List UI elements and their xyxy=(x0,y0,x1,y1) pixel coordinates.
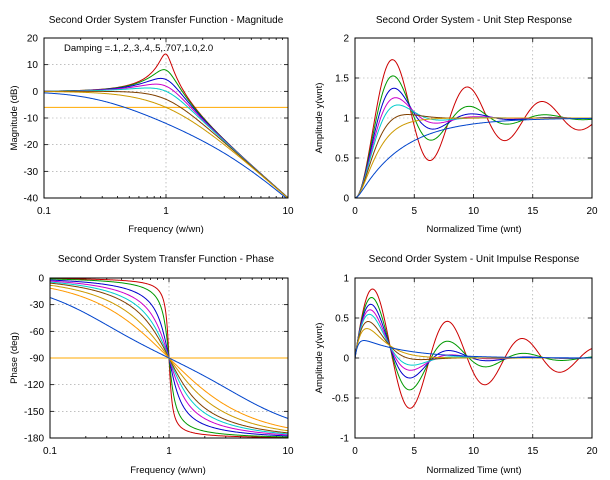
phase-y-tick-label: -150 xyxy=(24,407,44,418)
phase-title: Second Order System Transfer Function - … xyxy=(58,254,275,265)
magnitude-y-tick-label: 10 xyxy=(27,60,39,71)
step-x-tick-label: 15 xyxy=(527,206,539,217)
step-y-tick-label: 1 xyxy=(343,114,349,125)
impulse-y-tick-label: 0.5 xyxy=(335,314,349,325)
step-plot-frame xyxy=(354,37,593,199)
step-y-tick-label: 1.5 xyxy=(335,74,349,85)
phase-panel: Second Order System Transfer Function - … xyxy=(9,254,294,476)
phase-x-tick-label: 0.1 xyxy=(43,446,57,457)
step-curve-damping-0p1 xyxy=(354,59,593,199)
step-curve-damping-0p2 xyxy=(354,75,593,199)
phase-x-tick-label: 1 xyxy=(166,446,172,457)
magnitude-x-tick-label: 10 xyxy=(282,206,294,217)
impulse-curve-damping-0p1 xyxy=(354,288,593,409)
impulse-y-tick-label: -1 xyxy=(340,434,349,445)
impulse-x-tick-label: 10 xyxy=(468,446,480,457)
magnitude-x-tick-label: 1 xyxy=(163,206,169,217)
impulse-panel: Second Order System - Unit Impulse Respo… xyxy=(314,254,598,476)
phase-y-tick-label: -180 xyxy=(24,434,44,445)
step-y-tick-label: 2 xyxy=(343,34,349,45)
impulse-curve-damping-2 xyxy=(354,340,592,359)
magnitude-y-tick-label: -30 xyxy=(24,167,39,178)
impulse-y-tick-label: 0 xyxy=(343,354,349,365)
step-y-tick-label: 0.5 xyxy=(335,154,349,165)
impulse-x-tick-label: 20 xyxy=(586,446,598,457)
phase-ylabel: Phase (deg) xyxy=(9,332,20,384)
magnitude-curve-damping-0p4 xyxy=(43,83,289,199)
impulse-xlabel: Normalized Time (wnt) xyxy=(426,465,521,476)
step-xlabel: Normalized Time (wnt) xyxy=(426,224,521,235)
magnitude-y-tick-label: -10 xyxy=(24,114,39,125)
impulse-curve-damping-0p2 xyxy=(354,297,593,391)
magnitude-y-tick-label: 20 xyxy=(27,34,39,45)
impulse-x-tick-label: 5 xyxy=(411,446,417,457)
magnitude-plot-frame xyxy=(43,37,289,199)
magnitude-y-tick-label: 0 xyxy=(32,87,38,98)
phase-y-tick-label: -90 xyxy=(30,354,45,365)
impulse-plot-frame xyxy=(354,277,593,439)
impulse-x-tick-label: 15 xyxy=(527,446,539,457)
magnitude-panel: Second Order System Transfer Function - … xyxy=(9,15,294,235)
step-title: Second Order System - Unit Step Response xyxy=(376,15,573,26)
phase-x-tick-label: 10 xyxy=(282,446,294,457)
step-ylabel: Amplitude y(wnt) xyxy=(314,83,325,154)
phase-xlabel: Frequency (w/wn) xyxy=(130,465,206,476)
impulse-x-tick-label: 0 xyxy=(352,446,358,457)
phase-y-tick-label: -30 xyxy=(30,300,45,311)
phase-y-tick-label: -60 xyxy=(30,327,45,338)
phase-y-tick-label: 0 xyxy=(38,274,44,285)
impulse-title: Second Order System - Unit Impulse Respo… xyxy=(369,254,580,265)
step-curve-damping-2 xyxy=(354,117,592,199)
step-x-tick-label: 10 xyxy=(468,206,480,217)
phase-plot-frame xyxy=(49,277,289,439)
damping-annotation: Damping =.1,.2,.3,.4,.5,.707,1.0,2.0 xyxy=(64,43,213,54)
impulse-ylabel: Amplitude y(wnt) xyxy=(314,323,325,394)
phase-curve-damping-2 xyxy=(49,297,289,419)
step-x-tick-label: 5 xyxy=(411,206,417,217)
magnitude-curve-damping-0p1 xyxy=(43,53,289,199)
impulse-y-tick-label: -0.5 xyxy=(332,394,350,405)
magnitude-curve-damping-1 xyxy=(43,91,289,199)
phase-y-tick-label: -120 xyxy=(24,380,44,391)
magnitude-y-tick-label: -20 xyxy=(24,140,39,151)
step-y-tick-label: 0 xyxy=(343,194,349,205)
step-x-tick-label: 20 xyxy=(586,206,598,217)
magnitude-ylabel: Magnitude (dB) xyxy=(9,86,20,151)
step-x-tick-label: 0 xyxy=(352,206,358,217)
magnitude-x-tick-label: 0.1 xyxy=(37,206,51,217)
impulse-y-tick-label: 1 xyxy=(343,274,349,285)
magnitude-xlabel: Frequency (w/wn) xyxy=(128,224,204,235)
magnitude-curve-damping-2 xyxy=(43,92,288,199)
magnitude-title: Second Order System Transfer Function - … xyxy=(49,15,284,26)
step-panel: Second Order System - Unit Step Response… xyxy=(314,15,598,235)
magnitude-y-tick-label: -40 xyxy=(24,194,39,205)
magnitude-curve-damping-0p707 xyxy=(44,90,289,199)
step-curve-damping-1 xyxy=(354,117,592,199)
